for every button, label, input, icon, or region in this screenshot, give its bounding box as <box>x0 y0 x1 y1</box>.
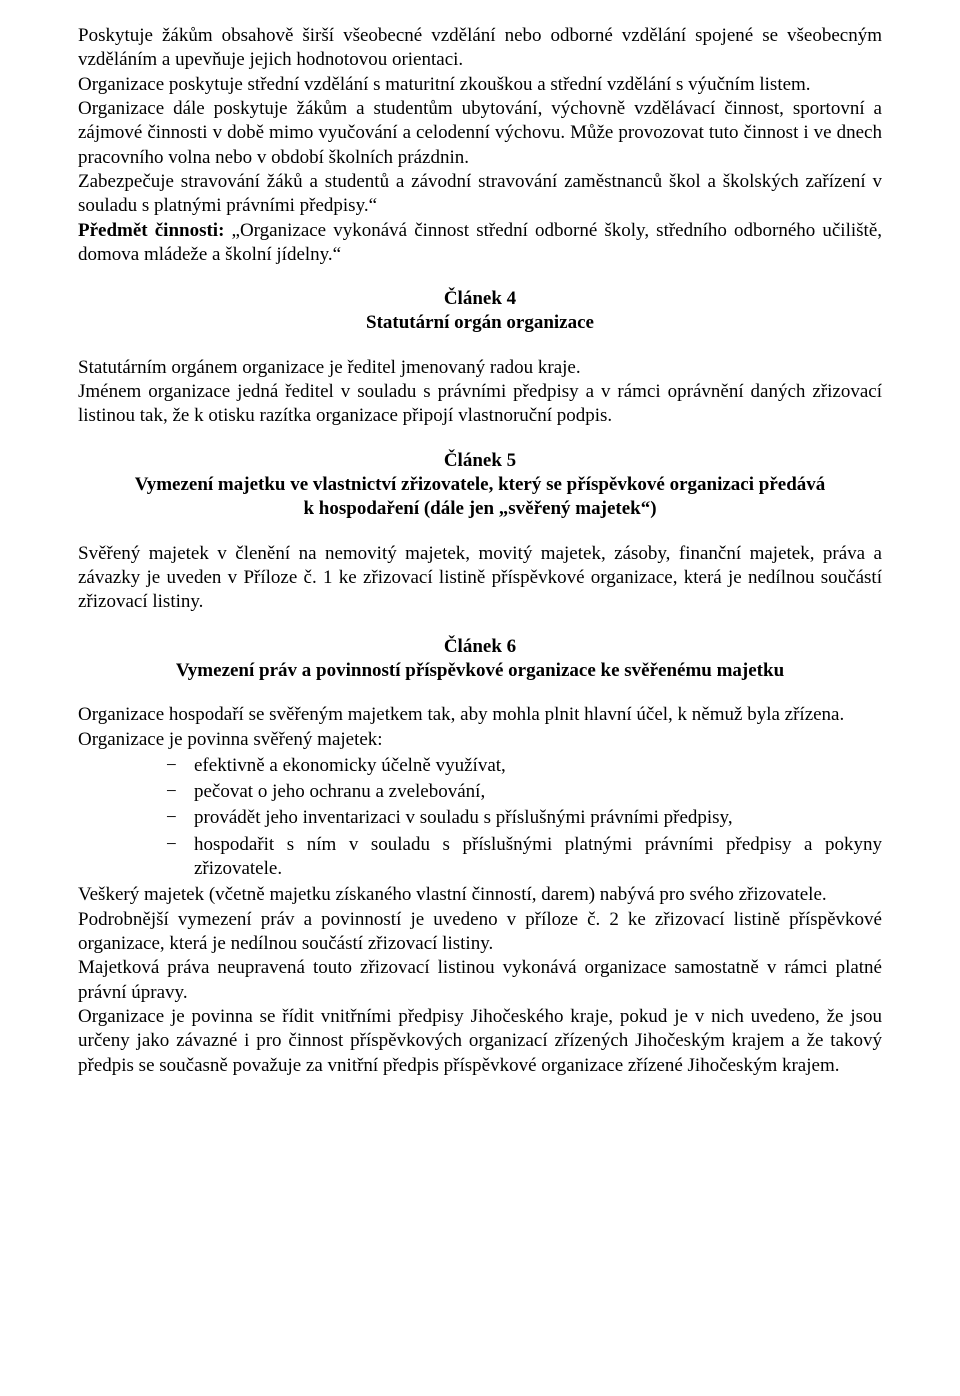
intro-paragraph-1: Poskytuje žákům obsahově širší všeobecné… <box>78 24 882 73</box>
article-6-paragraph-2: Organizace je povinna svěřený majetek: <box>78 728 882 752</box>
dash-icon: − <box>166 806 194 830</box>
article-6-paragraph-1: Organizace hospodaří se svěřeným majetke… <box>78 703 882 727</box>
dash-icon: − <box>166 754 194 778</box>
article-5-header: Článek 5 <box>78 449 882 473</box>
article-6-paragraph-3: Veškerý majetek (včetně majetku získanéh… <box>78 883 882 907</box>
article-5-title-line1: Vymezení majetku ve vlastnictví zřizovat… <box>78 473 882 497</box>
article-4-title: Statutární orgán organizace <box>78 311 882 335</box>
dash-icon: − <box>166 833 194 882</box>
article-6-header: Článek 6 <box>78 635 882 659</box>
intro-paragraph-2: Organizace poskytuje střední vzdělání s … <box>78 73 882 97</box>
list-item-text: hospodařit s ním v souladu s příslušnými… <box>194 833 882 882</box>
article-4-header: Článek 4 <box>78 287 882 311</box>
list-item-text: provádět jeho inventarizaci v souladu s … <box>194 806 882 830</box>
intro-paragraph-5: Předmět činnosti: „Organizace vykonává č… <box>78 219 882 268</box>
intro-paragraph-3: Organizace dále poskytuje žákům a studen… <box>78 97 882 170</box>
article-5-paragraph-1: Svěřený majetek v členění na nemovitý ma… <box>78 542 882 615</box>
article-5-title-line2: k hospodaření (dále jen „svěřený majetek… <box>78 497 882 521</box>
article-4-paragraph-2: Jménem organizace jedná ředitel v soulad… <box>78 380 882 429</box>
article-6-list: − efektivně a ekonomicky účelně využívat… <box>166 754 882 882</box>
article-4-paragraph-1: Statutárním orgánem organizace je ředite… <box>78 356 882 380</box>
dash-icon: − <box>166 780 194 804</box>
list-item-text: efektivně a ekonomicky účelně využívat, <box>194 754 882 778</box>
article-6-title: Vymezení práv a povinností příspěvkové o… <box>78 659 882 683</box>
article-6-paragraph-5: Majetková práva neupravená touto zřizova… <box>78 956 882 1005</box>
intro-paragraph-4: Zabezpečuje stravování žáků a studentů a… <box>78 170 882 219</box>
article-6-paragraph-6: Organizace je povinna se řídit vnitřními… <box>78 1005 882 1078</box>
article-6-paragraph-4: Podrobnější vymezení práv a povinností j… <box>78 908 882 957</box>
list-item: − efektivně a ekonomicky účelně využívat… <box>166 754 882 778</box>
list-item: − hospodařit s ním v souladu s příslušný… <box>166 833 882 882</box>
list-item: − pečovat o jeho ochranu a zvelebování, <box>166 780 882 804</box>
list-item-text: pečovat o jeho ochranu a zvelebování, <box>194 780 882 804</box>
list-item: − provádět jeho inventarizaci v souladu … <box>166 806 882 830</box>
subject-label: Předmět činnosti: <box>78 220 224 241</box>
